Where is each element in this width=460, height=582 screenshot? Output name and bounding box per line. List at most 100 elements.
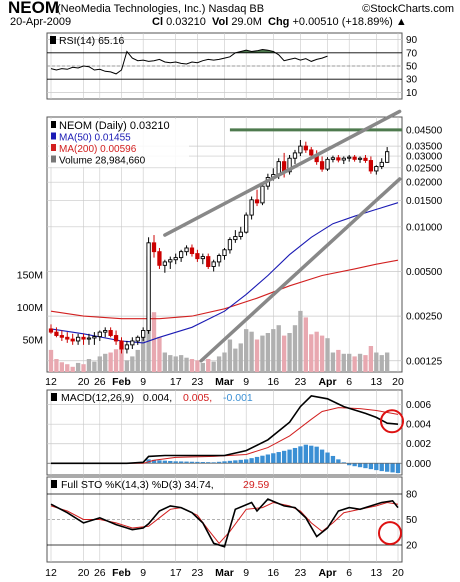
price-candle	[97, 331, 102, 338]
macd-tick-label: 0.006	[406, 400, 431, 411]
volume-bar	[130, 356, 135, 372]
volume-bar	[314, 331, 319, 372]
x-tick-label: 20	[78, 567, 90, 579]
x-tick-label: 20	[392, 376, 404, 388]
macd-signal-line	[51, 407, 399, 464]
price-candle	[178, 251, 184, 259]
x-tick-label: 20	[392, 567, 404, 579]
price-candle	[184, 247, 189, 253]
price-candle	[222, 249, 227, 257]
macd-histogram-bar	[325, 452, 330, 464]
volume-bar	[184, 357, 189, 372]
volume-bar	[92, 361, 97, 372]
macd-histogram-bar	[189, 461, 195, 464]
macd-histogram-bar	[157, 460, 162, 464]
macd-histogram-bar	[162, 460, 168, 464]
sto-tick-label: 80	[406, 490, 418, 501]
symbol-title: NEOM	[8, 0, 59, 17]
price-tick-label: 0.03500	[406, 142, 443, 153]
price-candle	[103, 330, 108, 333]
price-candle	[341, 157, 346, 161]
macd-histogram-bar	[341, 462, 346, 464]
sto-k-line	[50, 498, 399, 548]
price-legend-entry: MA(200) 0.00596	[59, 144, 137, 155]
volume-bar	[233, 348, 238, 372]
price-candle	[249, 199, 254, 216]
price-candle	[168, 259, 173, 263]
volume-bar	[200, 362, 205, 372]
sto-tick-label: 50	[406, 515, 418, 526]
volume-bar	[341, 353, 346, 372]
volume-bar	[260, 335, 265, 372]
price-candle	[146, 242, 151, 331]
macd-histogram-bar	[309, 445, 314, 464]
price-candle	[124, 344, 130, 350]
ma200-line	[50, 259, 399, 320]
volume-bar	[281, 335, 287, 372]
price-tick-label: 0.02000	[406, 178, 443, 189]
x-tick-label: 9	[140, 567, 146, 579]
volume-bar	[119, 346, 124, 372]
price-candle	[254, 199, 260, 204]
volume-bar	[357, 353, 363, 372]
macd-histogram-bar	[319, 449, 325, 464]
price-candle	[260, 185, 265, 204]
volume-bar	[211, 361, 216, 372]
volume-bar	[303, 317, 308, 372]
x-tick-label: 17	[170, 567, 182, 579]
company-name: (NeoMedia Technologies, Inc.)	[57, 3, 206, 15]
volume-bar	[298, 310, 303, 372]
rsi-tick-label: 50	[406, 62, 418, 73]
volume-bar	[374, 352, 379, 372]
price-tick-label: 0.00125	[406, 356, 443, 367]
price-candle	[352, 156, 357, 160]
volume-bar	[70, 366, 75, 372]
price-legend-entry: NEOM (Daily) 0.03210	[59, 120, 170, 132]
x-tick-label: 26	[94, 376, 106, 388]
stockcharts-watermark[interactable]: ©StockCharts.com	[362, 3, 454, 15]
macd-histogram-bar	[384, 463, 390, 472]
x-tick-label: Mar	[215, 567, 234, 579]
x-tick-label: 26	[94, 567, 106, 579]
price-candle	[303, 145, 308, 151]
rsi-tick-label: 30	[406, 75, 418, 86]
x-tick-label: 6	[346, 567, 352, 579]
macd-histogram-bar	[254, 456, 260, 464]
price-candle	[287, 157, 292, 173]
volume-bar	[319, 335, 325, 372]
volume-bar	[65, 364, 70, 372]
close-value: 0.03210	[166, 16, 206, 28]
macd-histogram-bar	[347, 463, 352, 466]
price-tick-label: 0.01000	[406, 222, 443, 233]
volume-bar	[352, 356, 357, 372]
volume-bar	[292, 325, 298, 372]
macd-histogram-bar	[216, 461, 222, 464]
price-candle	[113, 335, 119, 342]
volume-bar	[124, 360, 130, 372]
price-candle	[238, 231, 243, 237]
macd-histogram-bar	[390, 463, 395, 473]
sto-highlight-circle	[378, 521, 402, 546]
rsi-tick-label: 90	[406, 35, 418, 46]
sto-d-line	[50, 501, 399, 545]
macd-histogram-bar	[303, 444, 308, 464]
change-label: Chg	[268, 16, 290, 28]
price-tick-label: 0.02500	[406, 163, 443, 174]
price-candle	[86, 337, 92, 340]
price-candle	[357, 157, 363, 160]
x-tick-label: 16	[267, 376, 279, 388]
macd-legend-swatch	[51, 393, 57, 401]
sto-legend-entry: 29.59	[243, 479, 269, 491]
volume-bar	[59, 362, 65, 372]
volume-bar	[330, 352, 336, 372]
sto-legend-swatch	[51, 480, 57, 488]
quote-date: 20-Apr-2009	[10, 16, 72, 28]
macd-histogram-bar	[227, 460, 233, 464]
macd-histogram-bar	[211, 462, 216, 464]
price-candle	[227, 239, 233, 251]
price-candle	[81, 336, 86, 340]
macd-histogram-bar	[292, 447, 298, 464]
macd-histogram-bar	[336, 459, 341, 464]
volume-bar	[227, 339, 233, 372]
volume-bar	[222, 352, 227, 372]
